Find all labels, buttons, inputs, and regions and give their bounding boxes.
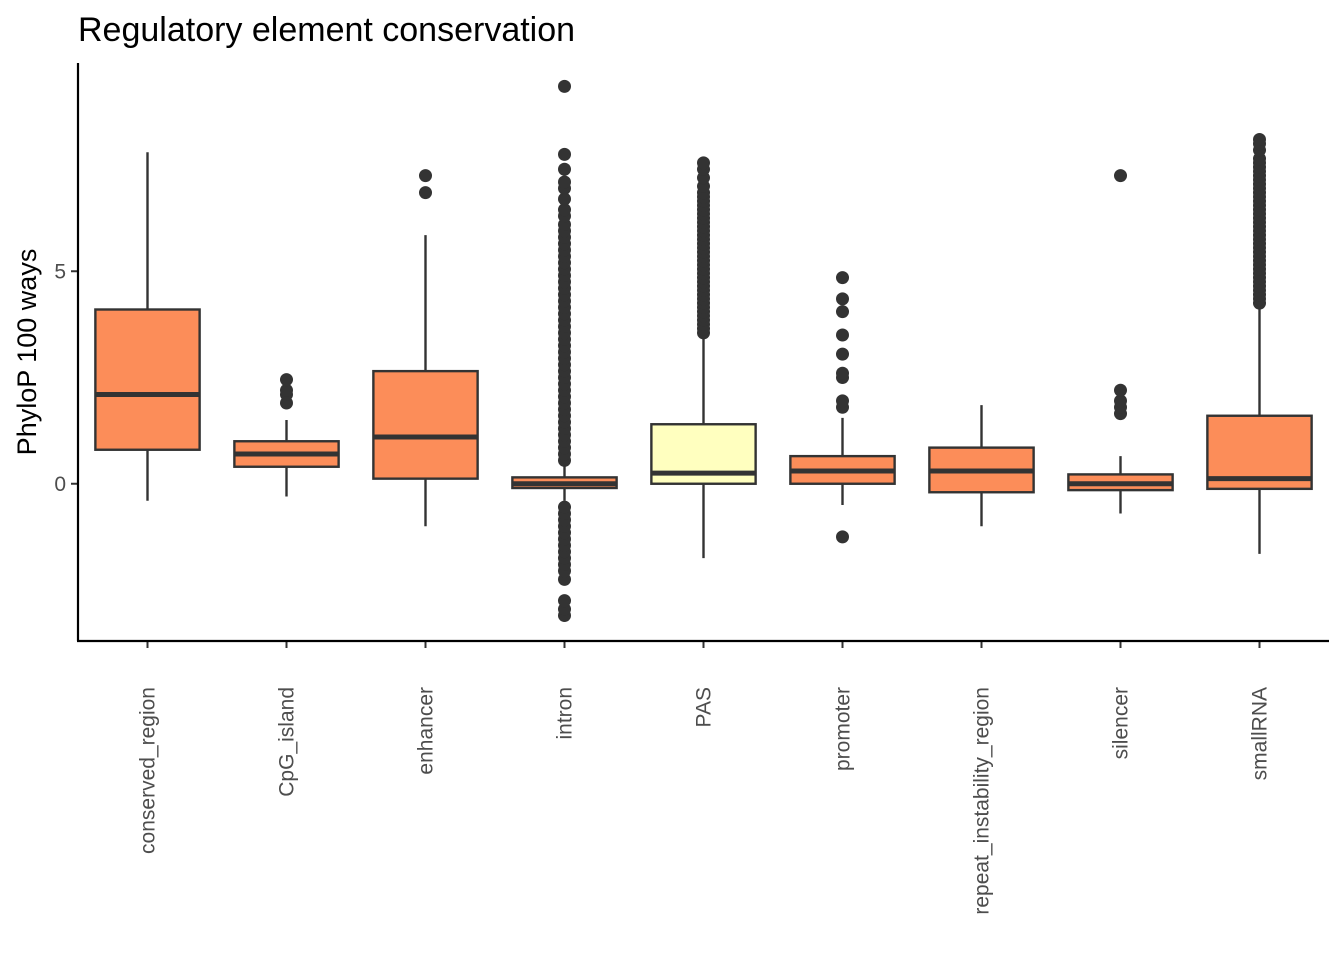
outlier-point (558, 203, 571, 217)
outlier-point (419, 186, 432, 200)
x-tick-label: silencer (1110, 687, 1133, 759)
box (94, 308, 201, 451)
outlier-point (836, 305, 849, 319)
x-tick-label: intron (554, 687, 577, 740)
x-tick-label: PAS (693, 687, 716, 727)
x-tick-label: repeat_instability_region (971, 687, 994, 915)
outlier-point (558, 500, 571, 514)
x-tick-label: CpG_island (276, 687, 299, 797)
x-tick-label: enhancer (415, 687, 438, 775)
y-tick-label: 0 (54, 473, 66, 496)
plot-area: 0 5 conserved_region CpG_island enhancer intr… (54, 79, 1313, 915)
outlier-point (558, 175, 571, 189)
outlier-point (280, 383, 293, 397)
x-tick-label: smallRNA (1249, 687, 1272, 780)
outlier-point (697, 156, 710, 170)
outlier-point (280, 373, 293, 387)
outlier-point (836, 366, 849, 380)
y-tick-label: 5 (54, 260, 66, 283)
outlier-point (1114, 394, 1127, 408)
outlier-point (558, 594, 571, 608)
outlier-point (1114, 383, 1127, 397)
y-axis-label: PhyloP 100 ways (12, 249, 42, 456)
outlier-point (836, 292, 849, 306)
outlier-point (558, 147, 571, 161)
box (372, 369, 479, 480)
outlier-point (836, 328, 849, 342)
outlier-point (558, 192, 571, 206)
outlier-point (419, 169, 432, 183)
outlier-point (836, 347, 849, 361)
outlier-point (836, 271, 849, 285)
outlier-point (836, 530, 849, 544)
chart-title: Regulatory element conservation (78, 11, 575, 49)
outlier-point (836, 394, 849, 408)
outlier-point (558, 162, 571, 176)
outlier-point (1114, 169, 1127, 183)
outlier-point (1253, 133, 1266, 146)
x-tick-label: conserved_region (137, 687, 160, 854)
x-tick-label: promoter (832, 687, 855, 771)
outlier-point (558, 79, 571, 93)
